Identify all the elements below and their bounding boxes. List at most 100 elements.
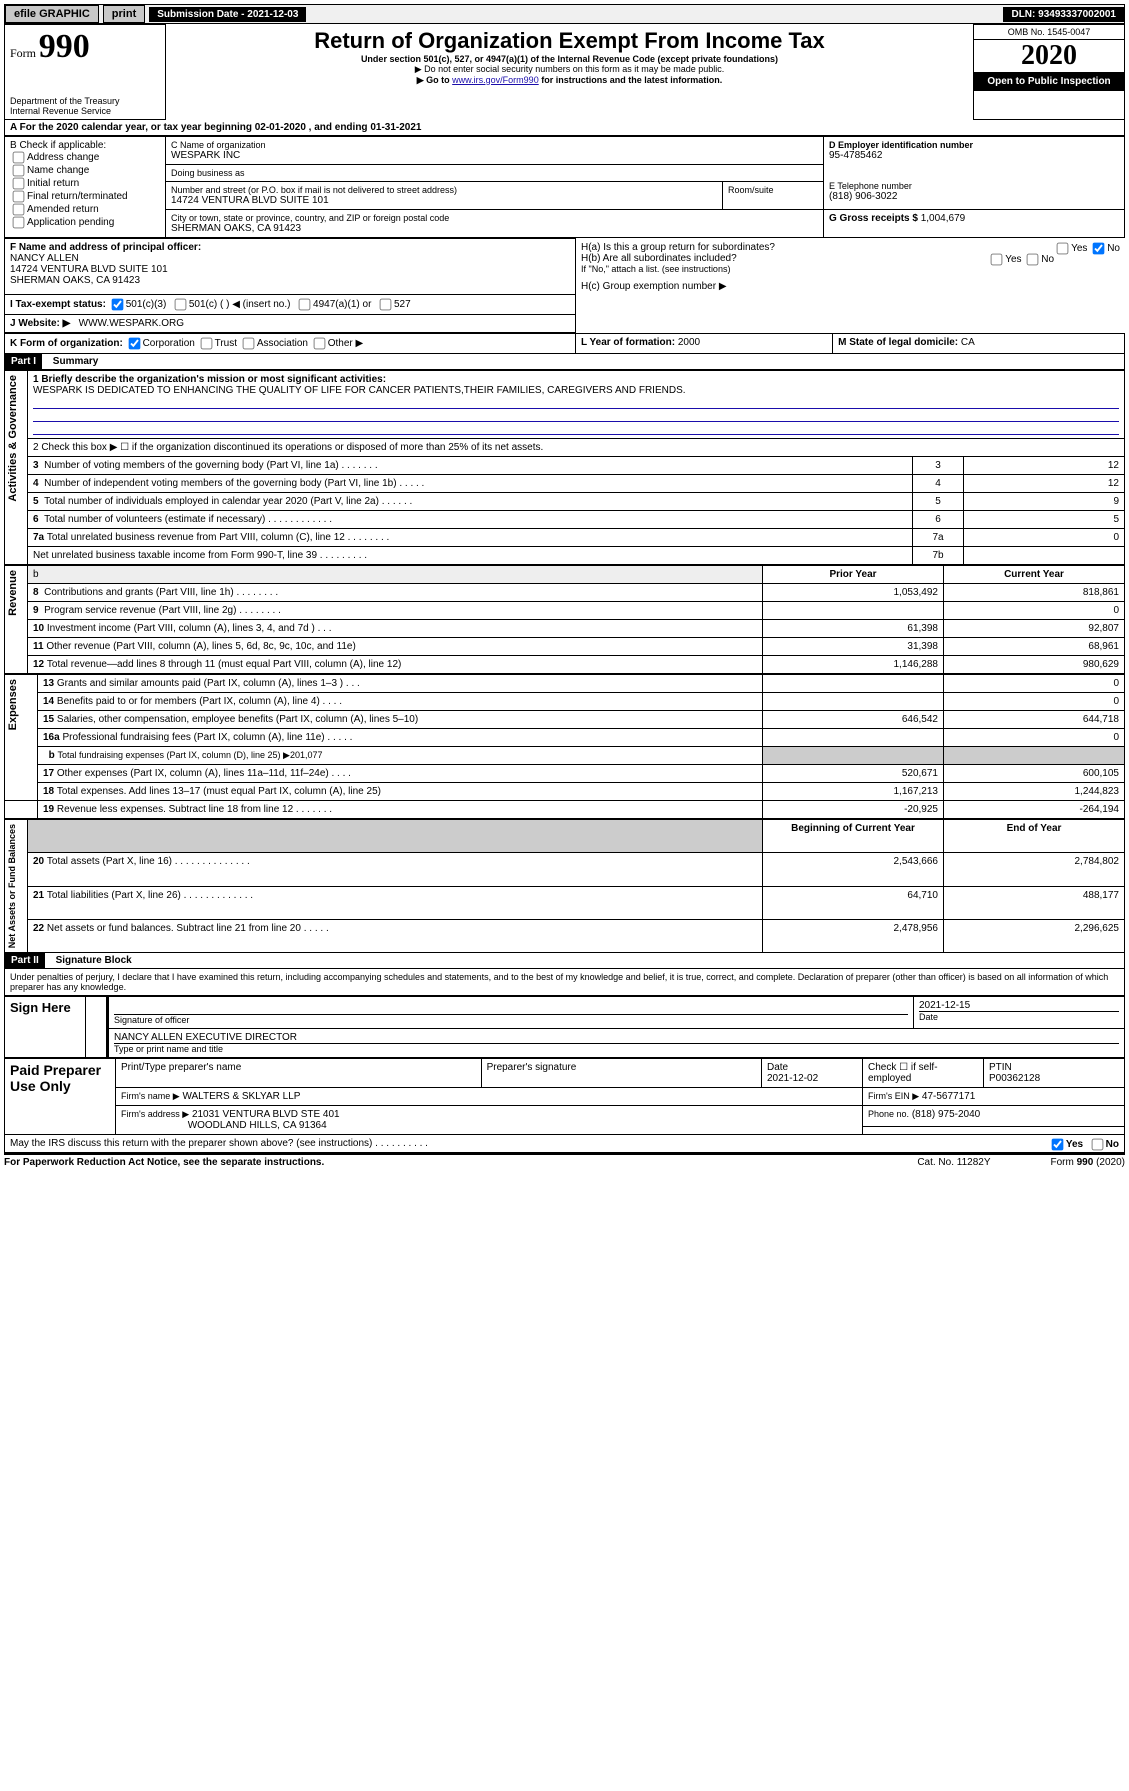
irs-label: Internal Revenue Service	[10, 106, 160, 116]
ha-label: H(a) Is this a group return for subordin…	[581, 242, 775, 253]
open-public-badge: Open to Public Inspection	[974, 72, 1124, 91]
g-label: G Gross receipts $	[829, 213, 918, 224]
discuss-yes[interactable]	[1051, 1139, 1063, 1151]
note-goto-pre: ▶ Go to	[417, 75, 452, 85]
hb-yes[interactable]	[991, 253, 1003, 265]
hdr-end-year: End of Year	[1007, 823, 1062, 834]
part1-title: Summary	[45, 356, 99, 367]
e-label: E Telephone number	[829, 181, 1119, 191]
form-subtitle: Under section 501(c), 527, or 4947(a)(1)…	[361, 54, 778, 64]
firm-name: WALTERS & SKLYAR LLP	[182, 1091, 300, 1102]
l-label: L Year of formation:	[581, 337, 675, 348]
cb-assoc[interactable]	[242, 338, 254, 350]
paid-label: Paid Preparer Use Only	[10, 1062, 101, 1094]
self-emp: Check ☐ if self-employed	[863, 1059, 984, 1088]
k-label: K Form of organization:	[10, 338, 123, 349]
m-label: M State of legal domicile:	[838, 337, 958, 348]
cb-501c3[interactable]	[111, 299, 123, 311]
part2-badge: Part II	[5, 953, 45, 968]
footer-row: For Paperwork Reduction Act Notice, see …	[4, 1153, 1125, 1168]
firm-phone: (818) 975-2040	[912, 1109, 980, 1120]
section-rev: Revenue	[5, 566, 21, 620]
top-toolbar: efile GRAPHIC print Submission Date - 20…	[4, 4, 1125, 24]
b-label: B Check if applicable:	[10, 140, 160, 151]
form-word: Form	[10, 46, 36, 60]
part2-title: Signature Block	[48, 955, 132, 966]
tax-year: 2020	[974, 40, 1124, 72]
gov-table: Activities & Governance 1 Briefly descri…	[4, 370, 1125, 565]
phone-value: (818) 906-3022	[829, 191, 1119, 202]
q1: 1 Briefly describe the organization's mi…	[33, 374, 386, 385]
cat-no: Cat. No. 11282Y	[917, 1157, 990, 1168]
cb-trust[interactable]	[200, 338, 212, 350]
paperwork-notice: For Paperwork Reduction Act Notice, see …	[4, 1157, 324, 1168]
section-gov: Activities & Governance	[5, 371, 21, 506]
gross-receipts: 1,004,679	[921, 213, 966, 224]
sign-date: 2021-12-15	[919, 1000, 1119, 1012]
net-table: Net Assets or Fund Balances Beginning of…	[4, 819, 1125, 953]
org-name: WESPARK INC	[171, 150, 818, 161]
note-ssn: ▶ Do not enter social security numbers o…	[171, 64, 968, 75]
form-number: 990	[39, 28, 90, 65]
name-title-label: Type or print name and title	[114, 1044, 1119, 1054]
cb-501c[interactable]	[175, 299, 187, 311]
sigoff-label: Signature of officer	[114, 1015, 908, 1025]
discuss-no[interactable]	[1091, 1139, 1103, 1151]
cb-amended[interactable]	[13, 204, 25, 216]
firm-addr2: WOODLAND HILLS, CA 91364	[188, 1120, 327, 1131]
officer-addr2: SHERMAN OAKS, CA 91423	[10, 275, 140, 286]
hdr-current-year: Current Year	[1004, 569, 1064, 580]
ha-yes[interactable]	[1057, 242, 1069, 254]
f-label: F Name and address of principal officer:	[10, 242, 201, 253]
fhij-block: F Name and address of principal officer:…	[4, 238, 1125, 333]
prep-date: 2021-12-02	[767, 1073, 818, 1084]
j-label: J Website: ▶	[10, 318, 70, 329]
b-item: Name change	[10, 164, 160, 177]
c-name-label: C Name of organization	[171, 140, 818, 150]
form-footer: Form 990 (2020)	[1051, 1157, 1125, 1168]
cb-final-return[interactable]	[13, 191, 25, 203]
city-label: City or town, state or province, country…	[171, 213, 818, 223]
firm-addr1: 21031 VENTURA BLVD STE 401	[192, 1109, 340, 1120]
irs-link[interactable]: www.irs.gov/Form990	[452, 75, 539, 85]
cb-4947[interactable]	[299, 299, 311, 311]
hb-no[interactable]	[1027, 253, 1039, 265]
print-button[interactable]: print	[103, 5, 145, 23]
form-title: Return of Organization Exempt From Incom…	[171, 28, 968, 54]
state-domicile: CA	[961, 337, 975, 348]
sign-here: Sign Here	[10, 1000, 71, 1015]
prep-sig-hdr: Preparer's signature	[481, 1059, 761, 1088]
b-item: Application pending	[10, 216, 160, 229]
b-item: Final return/terminated	[10, 190, 160, 203]
hdr-prior-year: Prior Year	[829, 569, 876, 580]
b-item: Amended return	[10, 203, 160, 216]
cb-corp[interactable]	[128, 338, 140, 350]
q2: 2 Check this box ▶ ☐ if the organization…	[28, 439, 1125, 457]
note-goto-post: for instructions and the latest informat…	[541, 75, 722, 85]
year-formation: 2000	[678, 337, 700, 348]
rev-table: Revenue b Prior Year Current Year 8 Cont…	[4, 565, 1125, 674]
cb-address-change[interactable]	[13, 152, 25, 164]
cb-initial-return[interactable]	[13, 178, 25, 190]
b-item: Initial return	[10, 177, 160, 190]
cb-other[interactable]	[313, 338, 325, 350]
cb-527[interactable]	[380, 299, 392, 311]
prep-name-hdr: Print/Type preparer's name	[116, 1059, 482, 1088]
part1-header: Part I Summary	[4, 354, 1125, 370]
cb-name-change[interactable]	[13, 165, 25, 177]
discuss-row: May the IRS discuss this return with the…	[4, 1135, 1125, 1153]
efile-button[interactable]: efile GRAPHIC	[5, 5, 99, 23]
officer-name: NANCY ALLEN	[10, 253, 79, 264]
entity-block: B Check if applicable: Address change Na…	[4, 136, 1125, 238]
ha-no[interactable]	[1093, 242, 1105, 254]
part1-badge: Part I	[5, 354, 42, 369]
street-address: 14724 VENTURA BLVD SUITE 101	[171, 195, 717, 206]
preparer-block: Paid Preparer Use Only Print/Type prepar…	[4, 1058, 1125, 1135]
i-label: I Tax-exempt status:	[10, 299, 106, 310]
cb-app-pending[interactable]	[13, 217, 25, 229]
ptin: P00362128	[989, 1073, 1040, 1084]
perjury-decl: Under penalties of perjury, I declare th…	[4, 969, 1125, 996]
ein-value: 95-4785462	[829, 150, 1119, 161]
dln-label: DLN: 93493337002001	[1003, 7, 1124, 22]
line-a-text: A For the 2020 calendar year, or tax yea…	[10, 122, 421, 133]
